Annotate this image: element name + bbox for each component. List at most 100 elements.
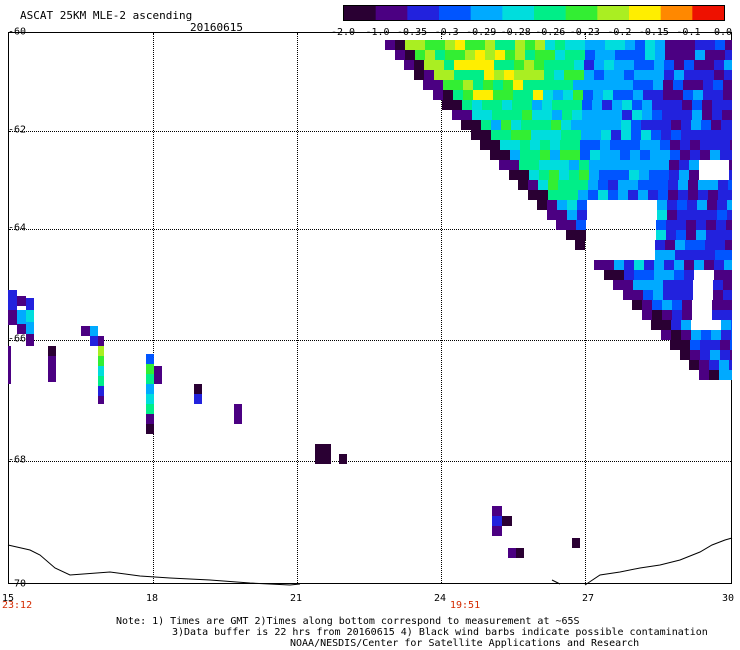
swath-cell (525, 40, 535, 50)
swath-cell (573, 90, 583, 100)
swath-cell (685, 240, 695, 250)
swath-cell (535, 40, 545, 50)
swath-cell (510, 140, 520, 150)
swath-cell (512, 110, 522, 120)
swath-cell (532, 110, 542, 120)
swath-cell (622, 110, 632, 120)
swath-cell (545, 50, 555, 60)
swath-cell (535, 50, 545, 60)
swath-cell (713, 280, 723, 290)
swath-cell (415, 50, 425, 60)
swath-cell (465, 50, 475, 60)
swath-cell (580, 150, 590, 160)
swath-cell (494, 60, 504, 70)
swath-cell (694, 260, 704, 270)
swath-cell (664, 270, 674, 280)
swath-cell (696, 230, 706, 240)
swath-cell (463, 80, 473, 90)
swath-cell (598, 180, 608, 190)
swath-cell (663, 290, 673, 300)
swath-cell (720, 340, 730, 350)
swath-cell (600, 150, 610, 160)
swath-cell (628, 190, 638, 200)
swath-cell (697, 200, 707, 210)
swath-cell (640, 150, 650, 160)
swath-cell (691, 130, 701, 140)
swath-cell (558, 180, 568, 190)
swath-cell (690, 350, 700, 360)
swath-cell (719, 360, 729, 370)
colorbar-segment (439, 6, 472, 20)
swath-cell (609, 160, 619, 170)
swath-cell (561, 130, 571, 140)
swath-cell (520, 140, 530, 150)
swath-cell (415, 40, 425, 50)
swath-cell (721, 120, 731, 130)
swath-cell (435, 50, 445, 60)
swath-cell (682, 110, 692, 120)
swath-cell (662, 300, 672, 310)
swath-cell (679, 160, 689, 170)
swath-cell (629, 170, 639, 180)
swath-cell (556, 220, 566, 230)
swath-cell (599, 160, 609, 170)
swath-cell (638, 180, 648, 190)
swath-cell (663, 280, 673, 290)
swath-cell (700, 350, 710, 360)
swath-cell (672, 310, 682, 320)
swath-cell (704, 60, 714, 70)
y-tick-label: -68 (8, 454, 27, 466)
swath-cell (670, 340, 680, 350)
swath-cell (722, 110, 732, 120)
swath-cell (576, 220, 586, 230)
swath-cell (709, 360, 719, 370)
swath-cell (632, 300, 642, 310)
swath-cell (595, 40, 605, 50)
swath-cell (530, 140, 540, 150)
coastline-east (584, 537, 733, 586)
swath-cell (644, 260, 654, 270)
swath-cell (576, 230, 586, 240)
swath-cell (656, 220, 666, 230)
swath-cell (726, 230, 732, 240)
swath-cell (665, 250, 675, 260)
swath-cell (564, 70, 574, 80)
swath-cell (648, 180, 658, 190)
swath-cell (571, 120, 581, 130)
swath-cell (695, 40, 705, 50)
swath-cell (710, 150, 720, 160)
swath-cell (522, 110, 532, 120)
swath-cell (671, 130, 681, 140)
swath-cell (724, 270, 732, 280)
swath-cell (661, 320, 671, 330)
swath-cell (665, 40, 675, 50)
swath-cell (704, 70, 714, 80)
swath-cell (655, 240, 665, 250)
swath-cell (505, 40, 515, 50)
colorbar-segment (502, 6, 535, 20)
swath-cell (730, 340, 732, 350)
swath-cell (706, 220, 716, 230)
swath-cell (691, 330, 701, 340)
swath-cell (515, 40, 525, 50)
swath-cell (643, 290, 653, 300)
swath-cell (568, 180, 578, 190)
swath-cell (713, 90, 723, 100)
swath-cell (598, 190, 608, 200)
swath-cell (581, 130, 591, 140)
swath-cell (603, 90, 613, 100)
swath-cell (655, 250, 665, 260)
swath-cell (675, 50, 685, 60)
swath-cell (624, 270, 634, 280)
swath-cell (547, 200, 557, 210)
swath-cell (444, 70, 454, 80)
swath-cell (454, 70, 464, 80)
x-tick-label: 24 (433, 593, 447, 604)
swath-cell (711, 330, 721, 340)
swath-cell (538, 190, 548, 200)
swath-cell (723, 80, 732, 90)
swath-cell (728, 190, 732, 200)
swath-cell (713, 290, 723, 300)
swath-cell (589, 160, 599, 170)
swath-cell (632, 100, 642, 110)
